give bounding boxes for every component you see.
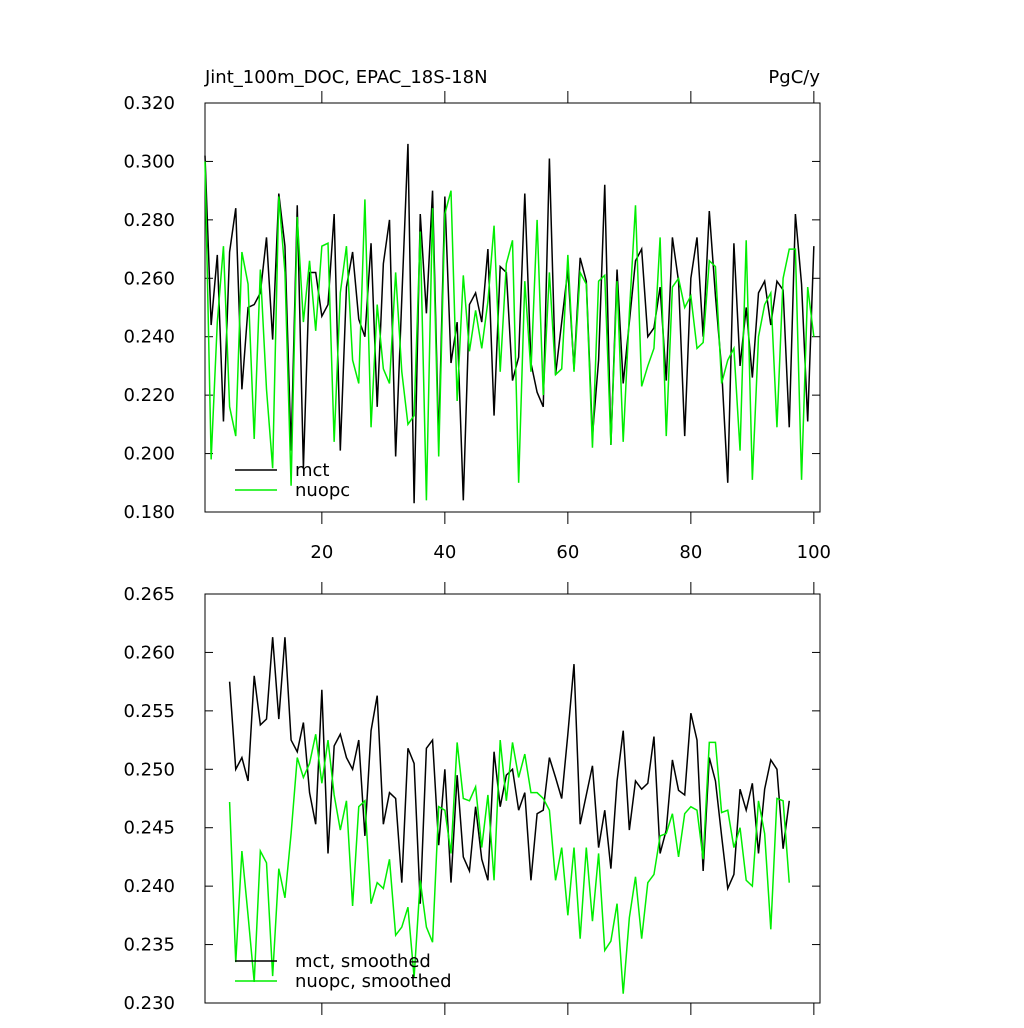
plot-frame [204, 593, 821, 1004]
y-tick-label: 0.180 [123, 502, 175, 523]
plot-frame [204, 102, 821, 513]
y-tick-label: 0.240 [123, 327, 175, 348]
y-tick-label: 0.300 [123, 151, 175, 172]
y-tick-label: 0.240 [123, 876, 175, 897]
y-tick-label: 0.255 [123, 701, 175, 722]
y-tick-label: 0.265 [123, 584, 175, 605]
chart-title: Jint_100m_DOC, EPAC_18S-18N [204, 67, 488, 88]
y-tick-label: 0.200 [123, 444, 175, 465]
legend-label: nuopc, smoothed [295, 971, 452, 992]
series-line [204, 161, 815, 501]
x-tick-label: 20 [310, 542, 333, 563]
y-tick-label: 0.320 [123, 93, 175, 114]
y-tick-label: 0.260 [123, 642, 175, 663]
y-tick-label: 0.280 [123, 210, 175, 231]
legend-label: mct, smoothed [295, 951, 431, 972]
y-tick-label: 0.250 [123, 759, 175, 780]
legend-label: nuopc [295, 480, 350, 501]
y-tick-label: 0.235 [123, 935, 175, 956]
x-tick-label: 60 [556, 542, 579, 563]
series-line [228, 734, 790, 994]
y-tick-label: 0.245 [123, 818, 175, 839]
units-label: PgC/y [768, 67, 820, 88]
y-tick-label: 0.220 [123, 385, 175, 406]
series-line [204, 143, 815, 504]
legend-label: mct [295, 460, 330, 481]
x-tick-label: 40 [433, 542, 456, 563]
x-tick-label: 100 [797, 542, 831, 563]
x-tick-label: 80 [679, 542, 702, 563]
y-tick-label: 0.230 [123, 993, 175, 1014]
y-tick-label: 0.260 [123, 268, 175, 289]
